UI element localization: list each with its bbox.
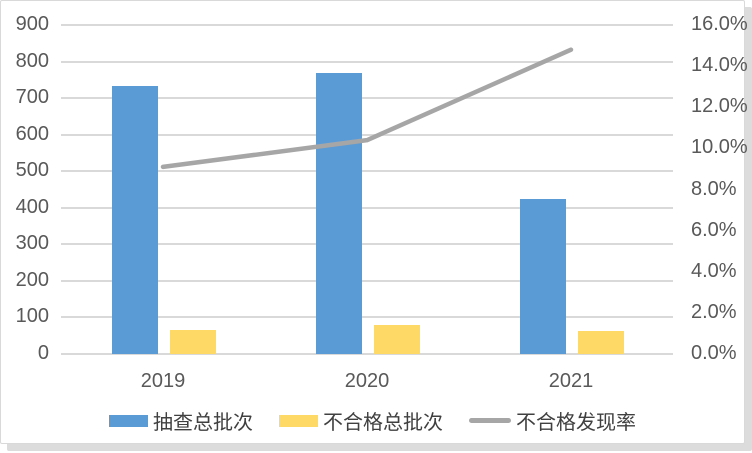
legend-item-defect-rate: 不合格发现率 bbox=[469, 406, 636, 435]
y-axis-right-tick-label: 10.0% bbox=[691, 136, 748, 159]
gridline bbox=[61, 24, 673, 26]
gridline bbox=[61, 316, 673, 319]
y-axis-right-tick-label: 12.0% bbox=[691, 95, 748, 118]
combo-chart-panel: 900 800 700 600 500 400 300 200 100 0 16.0% 14.0% 1… bbox=[0, 0, 748, 444]
legend-swatch-unqualified-batches bbox=[279, 414, 318, 427]
bar-unqualified-batches-2021 bbox=[578, 330, 624, 354]
y-axis-left-tick-label: 800 bbox=[15, 49, 49, 72]
gridline bbox=[61, 206, 673, 209]
bar-sampled-batches-2021 bbox=[520, 198, 566, 354]
legend-swatch-sampled-batches bbox=[109, 414, 148, 427]
y-axis-left-tick-label: 0 bbox=[37, 342, 49, 365]
y-axis-left-tick-label: 100 bbox=[15, 305, 49, 328]
x-axis-category-label: 2021 bbox=[548, 370, 594, 392]
y-axis-left-tick-label: 700 bbox=[15, 86, 49, 109]
gridline bbox=[61, 279, 673, 282]
bar-unqualified-batches-2019 bbox=[170, 329, 216, 354]
x-axis-category-label: 2020 bbox=[344, 370, 390, 392]
y-axis-right-tick-label: 0.0% bbox=[691, 342, 737, 365]
y-axis-right-tick-label: 8.0% bbox=[691, 177, 737, 200]
y-axis-right-tick-label: 2.0% bbox=[691, 300, 737, 323]
plot-area: 900 800 700 600 500 400 300 200 100 0 16.0% 14.0% 1… bbox=[1, 1, 748, 443]
gridline bbox=[61, 353, 673, 355]
bar-sampled-batches-2020 bbox=[316, 72, 362, 354]
y-axis-left-tick-label: 900 bbox=[15, 13, 49, 36]
bar-unqualified-batches-2020 bbox=[374, 324, 420, 354]
gridline bbox=[61, 170, 673, 173]
y-axis-left-tick-label: 500 bbox=[15, 159, 49, 182]
y-axis-right-tick-label: 14.0% bbox=[691, 54, 748, 77]
y-axis-right-tick-label: 16.0% bbox=[691, 13, 748, 36]
legend-label-defect-rate: 不合格发现率 bbox=[516, 412, 636, 434]
legend-item-sampled-batches: 抽查总批次 bbox=[109, 406, 253, 435]
legend-swatch-defect-rate bbox=[469, 418, 511, 423]
bar-sampled-batches-2019 bbox=[112, 86, 158, 354]
y-axis-left-tick-label: 300 bbox=[15, 232, 49, 255]
y-axis-right-tick-label: 6.0% bbox=[691, 218, 737, 241]
legend-label-sampled-batches: 抽查总批次 bbox=[153, 412, 253, 434]
legend-label-unqualified-batches: 不合格总批次 bbox=[323, 412, 443, 434]
y-axis-right-tick-label: 4.0% bbox=[691, 259, 737, 282]
defect-rate-line bbox=[160, 47, 574, 170]
y-axis-left-tick-label: 200 bbox=[15, 268, 49, 291]
x-axis-category-label: 2019 bbox=[140, 370, 186, 392]
y-axis-left-tick-label: 400 bbox=[15, 195, 49, 218]
legend-item-unqualified-batches: 不合格总批次 bbox=[279, 406, 443, 435]
y-axis-left-tick-label: 600 bbox=[15, 122, 49, 145]
gridline bbox=[61, 243, 673, 246]
legend: 抽查总批次 不合格总批次 不合格发现率 bbox=[1, 406, 744, 435]
gridline bbox=[61, 60, 673, 63]
